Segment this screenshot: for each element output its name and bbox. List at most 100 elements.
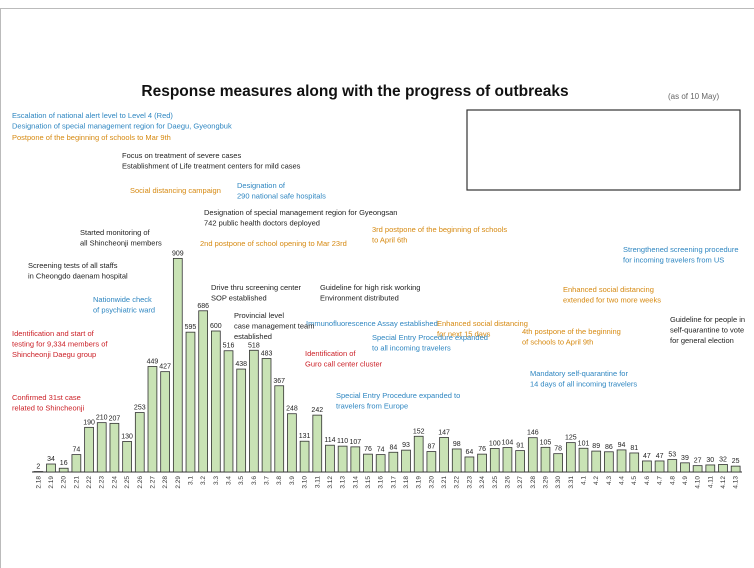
value-label: 147	[438, 429, 450, 436]
value-label: 131	[299, 433, 311, 440]
value-label: 64	[466, 449, 474, 456]
annotation: Mandatory self-quarantine for	[530, 369, 628, 378]
annotation: Drive thru screening center	[211, 283, 302, 292]
bar	[84, 426, 94, 473]
annotation: testing for 9,334 members of	[12, 340, 108, 349]
bar	[299, 440, 310, 473]
bar	[274, 385, 285, 473]
value-label: 27	[694, 458, 702, 465]
bar	[540, 446, 551, 473]
value-label: 152	[413, 428, 425, 435]
x-tick-label: 3.26	[504, 476, 511, 489]
value-label: 516	[223, 343, 235, 350]
value-label: 91	[516, 443, 524, 450]
annotation: Designation of	[237, 181, 286, 190]
value-label: 253	[134, 405, 146, 412]
value-label: 74	[72, 447, 80, 454]
annotation: Establishment of Life treatment centers …	[122, 162, 301, 171]
bar	[451, 448, 462, 473]
bar	[375, 454, 386, 473]
bar	[185, 331, 196, 473]
annotation: Identification and start of	[12, 329, 95, 338]
value-label: 125	[565, 435, 577, 442]
bar	[261, 358, 272, 473]
value-label: 53	[668, 452, 676, 459]
bar	[667, 459, 678, 473]
annotation: for general election	[670, 336, 734, 345]
bar	[325, 444, 335, 473]
x-tick-label: 4.6	[644, 476, 651, 485]
value-label: 595	[185, 324, 197, 331]
x-tick-label: 3.17	[390, 476, 397, 489]
x-tick-label: 4.2	[593, 476, 600, 485]
value-label: 427	[159, 364, 171, 371]
x-tick-label: 2.24	[111, 476, 118, 489]
bar	[489, 448, 500, 473]
x-tick-label: 3.7	[264, 476, 271, 485]
x-tick-label: 3.28	[530, 476, 537, 489]
x-tick-label: 3.21	[441, 476, 448, 489]
bar	[680, 462, 690, 473]
bar	[477, 453, 487, 473]
bar	[654, 460, 665, 473]
x-tick-label: 3.2	[200, 476, 207, 485]
x-tick-label: 3.29	[542, 476, 549, 489]
x-tick-label: 3.4	[226, 476, 233, 485]
bar	[642, 460, 652, 473]
x-tick-label: 3.13	[340, 476, 347, 489]
x-tick-label: 3.22	[454, 476, 461, 489]
value-label: 25	[732, 458, 740, 465]
x-tick-label: 3.9	[289, 476, 296, 485]
annotation: 14 days of all incoming travelers	[530, 380, 637, 389]
x-tick-label: 2.21	[73, 476, 80, 489]
value-label: 114	[324, 437, 335, 444]
value-label: 146	[527, 430, 539, 437]
x-tick-label: 2.23	[99, 476, 106, 489]
x-tick-label: 3.24	[479, 476, 486, 489]
annotation: Enhanced social distancing	[563, 285, 654, 294]
annotation: SOP established	[211, 294, 267, 303]
x-tick-label: 3.5	[238, 476, 245, 485]
bar	[134, 412, 145, 473]
x-tick-label: 3.14	[352, 476, 359, 489]
bar	[198, 310, 208, 473]
annotation: travelers from Europe	[336, 402, 408, 411]
annotation: to April 6th	[372, 236, 407, 245]
annotation: Postpone of the beginning of schools to …	[12, 133, 171, 142]
bar	[604, 451, 614, 473]
value-label: 190	[83, 419, 95, 426]
annotation: Designation of special management region…	[204, 208, 397, 217]
value-label: 76	[364, 446, 372, 453]
value-label: 86	[605, 444, 613, 451]
x-tick-label: 4.11	[707, 476, 714, 489]
frame	[0, 8, 754, 568]
x-tick-label: 4.7	[657, 476, 664, 485]
value-label: 438	[235, 361, 247, 368]
bar	[211, 330, 221, 473]
annotation: for next 15 days	[437, 330, 491, 339]
annotation: extended for two more weeks	[563, 296, 661, 305]
value-label: 248	[286, 406, 298, 413]
bar	[58, 467, 69, 473]
annotation: Nationwide check	[93, 295, 152, 304]
value-label: 87	[427, 444, 435, 451]
bar	[692, 465, 703, 473]
x-tick-label: 3.19	[416, 476, 423, 489]
value-label: 94	[618, 442, 626, 449]
annotation: Started monitoring of	[80, 228, 151, 237]
value-label: 207	[109, 415, 121, 422]
annotation: 3rd postpone of the beginning of schools	[372, 225, 507, 234]
annotation: Screening tests of all staffs	[28, 261, 118, 270]
x-tick-label: 3.15	[365, 476, 372, 489]
bar	[223, 350, 234, 473]
bar	[46, 463, 56, 473]
x-tick-label: 3.16	[378, 476, 385, 489]
bar	[718, 464, 728, 473]
x-tick-label: 2.19	[48, 476, 55, 489]
bar	[705, 464, 716, 473]
bar	[413, 435, 424, 473]
x-tick-label: 3.25	[492, 476, 499, 489]
value-label: 81	[630, 445, 638, 452]
annotation: established	[234, 332, 272, 341]
